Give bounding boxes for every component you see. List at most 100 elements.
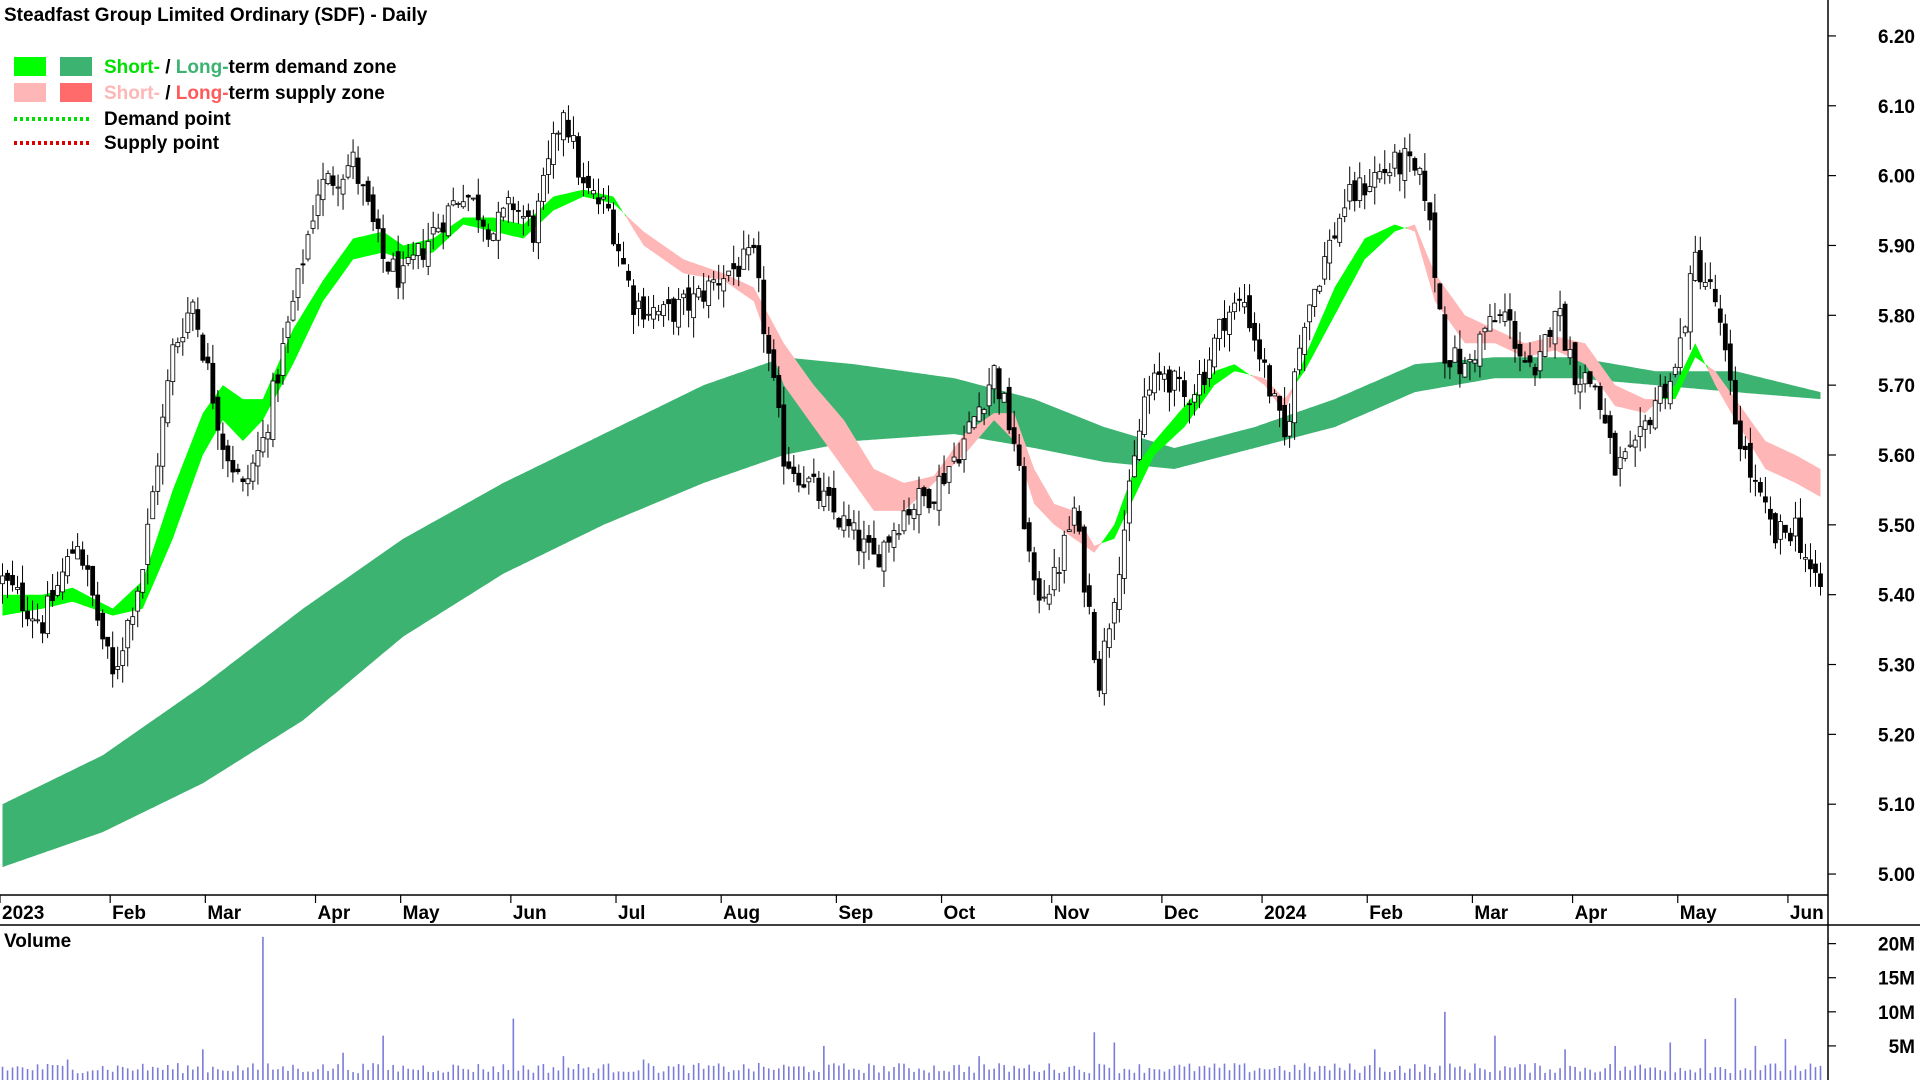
candle-body — [1798, 517, 1803, 553]
candle-body — [801, 484, 807, 488]
volume-tick-label: 5M — [1889, 1037, 1915, 1058]
candle-body — [1422, 170, 1428, 201]
candle-body — [5, 572, 10, 581]
candle-body — [1222, 318, 1227, 331]
candle-body — [746, 247, 752, 256]
candle-body — [1202, 371, 1207, 386]
candle-body — [736, 265, 742, 277]
candle-body — [205, 356, 211, 364]
candle-body — [55, 585, 60, 596]
candle-body — [891, 530, 897, 548]
candle-body — [1647, 419, 1653, 426]
candle-body — [1542, 334, 1548, 357]
candle-body — [1167, 369, 1172, 393]
candle-body — [936, 475, 942, 511]
candle-body — [310, 220, 316, 229]
candle-body — [896, 533, 902, 536]
candle-body — [455, 203, 461, 205]
candle-body — [460, 201, 466, 208]
candles — [0, 105, 1823, 706]
candle-body — [135, 590, 141, 612]
candle-body — [365, 180, 371, 202]
candle-body — [1157, 371, 1162, 375]
candle-body — [1252, 322, 1257, 341]
month-tick-label: Apr — [1575, 903, 1608, 924]
candle-body — [520, 216, 526, 219]
candle-body — [1697, 250, 1703, 283]
candle-body — [1472, 359, 1478, 364]
candle-body — [1287, 421, 1293, 437]
time-axis: 2023 Feb Mar Apr May Jun Jul Aug Sep Oct Nov Dec 202… — [0, 895, 1824, 924]
candle-body — [120, 650, 126, 666]
candle-body — [525, 210, 531, 218]
candle-body — [871, 537, 877, 555]
candle-body — [1051, 566, 1057, 591]
candle-body — [676, 299, 682, 328]
candle-body — [150, 491, 156, 520]
candle-body — [1667, 381, 1673, 405]
candle-body — [540, 174, 546, 202]
candle-body — [445, 205, 451, 237]
candle-body — [465, 194, 471, 198]
month-tick-label: May — [403, 903, 440, 924]
candle-body — [1172, 370, 1177, 391]
candle-body — [711, 279, 717, 283]
candle-body — [345, 165, 351, 178]
candle-body — [110, 647, 116, 675]
candle-body — [385, 261, 391, 272]
candle-body — [1237, 298, 1242, 301]
candle-body — [841, 515, 847, 531]
price-tick-label: 5.10 — [1878, 795, 1915, 816]
month-tick-label: Nov — [1054, 903, 1090, 924]
legend-swatch-short-demand — [14, 57, 46, 76]
candle-body — [1016, 444, 1022, 466]
candle-body — [410, 254, 416, 261]
candle-body — [1497, 314, 1503, 317]
candle-body — [1367, 186, 1373, 192]
candle-body — [916, 488, 922, 516]
candle-body — [1011, 427, 1017, 444]
candle-body — [1337, 217, 1343, 243]
candle-body — [1482, 327, 1488, 333]
candle-body — [666, 299, 671, 305]
candle-body — [626, 270, 631, 281]
candle-body — [190, 301, 196, 314]
candle-body — [30, 618, 35, 622]
month-tick-label: Mar — [1474, 903, 1508, 924]
candle-body — [1116, 574, 1122, 610]
candle-body — [601, 196, 606, 200]
candle-body — [165, 380, 171, 424]
candle-body — [771, 349, 777, 378]
candle-body — [1687, 273, 1693, 333]
candle-body — [70, 549, 76, 554]
candle-body — [1086, 585, 1092, 607]
volume-tick-label: 15M — [1878, 969, 1915, 990]
candle-body — [966, 421, 972, 434]
candle-body — [280, 343, 286, 376]
candle-body — [631, 285, 636, 315]
candle-body — [40, 622, 45, 634]
candle-body — [1262, 359, 1267, 363]
candle-body — [686, 287, 692, 311]
price-axis: 6.20 6.10 6.00 5.90 5.80 5.70 5.60 5.50 5.40 5.30… — [1828, 27, 1915, 886]
candle-body — [1557, 308, 1563, 317]
candle-body — [1582, 372, 1588, 385]
legend-supply-zone: Short- / Long-term supply zone — [104, 83, 385, 104]
long-term-zone-band — [2, 357, 1821, 868]
candle-body — [1562, 303, 1568, 351]
candle-body — [806, 477, 812, 483]
candle-body — [125, 619, 131, 649]
candle-body — [1106, 628, 1112, 649]
month-tick-label: 2023 — [2, 903, 44, 924]
candle-body — [1162, 373, 1167, 380]
candle-body — [1001, 392, 1007, 403]
candle-body — [1492, 320, 1498, 323]
month-tick-label: Jul — [618, 903, 645, 924]
candle-body — [1417, 167, 1423, 175]
candle-body — [1427, 202, 1433, 221]
candle-body — [1036, 578, 1042, 601]
candle-body — [535, 200, 541, 244]
candle-body — [1076, 510, 1082, 532]
legend-swatch-long-demand — [60, 57, 92, 76]
candle-body — [515, 210, 521, 212]
